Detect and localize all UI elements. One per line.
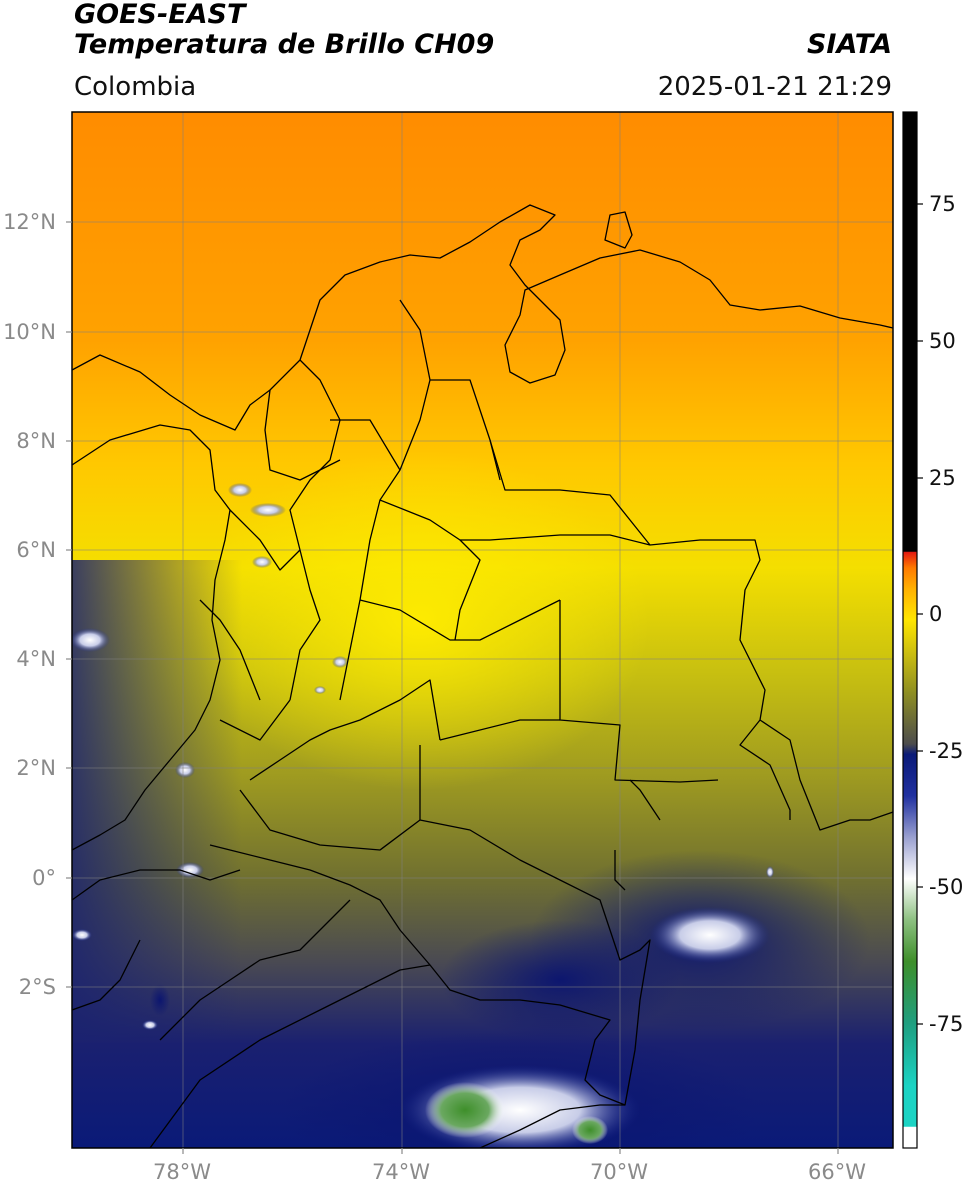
lat-tick-label: 10°N — [3, 320, 56, 344]
lon-tick-label: 74°W — [372, 1160, 430, 1184]
colorbar-tick-label: -25 — [929, 739, 964, 763]
lon-tick-label: 78°W — [153, 1160, 211, 1184]
axis-ticks — [66, 221, 839, 1154]
colorbar-tick-label: 50 — [929, 329, 956, 353]
lat-tick-label: 8°N — [16, 429, 56, 453]
colorbar-tick-label: -75 — [929, 1012, 964, 1036]
organization-label: SIATA — [806, 29, 892, 60]
satellite-image — [72, 112, 893, 1148]
map-frame — [71, 111, 894, 1149]
lat-tick-label: 4°N — [16, 647, 56, 671]
lat-tick-label: 0° — [32, 866, 56, 890]
colorbar-tick-label: 75 — [929, 192, 956, 216]
colorbar-tick-label: 25 — [929, 466, 956, 490]
lat-tick-label: 6°N — [16, 538, 56, 562]
product-title: Temperatura de Brillo CH09 — [74, 29, 495, 60]
satellite-title: GOES-EAST — [74, 0, 246, 30]
lon-tick-label: 66°W — [808, 1160, 866, 1184]
datetime-label: 2025-01-21 21:29 — [657, 72, 892, 102]
lat-tick-label: 12°N — [3, 210, 56, 234]
colorbar — [902, 111, 923, 1149]
region-label: Colombia — [74, 72, 197, 102]
lat-tick-label: 2°S — [18, 975, 56, 999]
colorbar-tick-label: -50 — [929, 875, 964, 899]
lat-tick-label: 2°N — [16, 756, 56, 780]
graticule — [72, 112, 893, 1148]
colorbar-tick-label: 0 — [929, 602, 943, 626]
lon-tick-label: 70°W — [590, 1160, 648, 1184]
boundaries — [72, 204, 893, 1148]
